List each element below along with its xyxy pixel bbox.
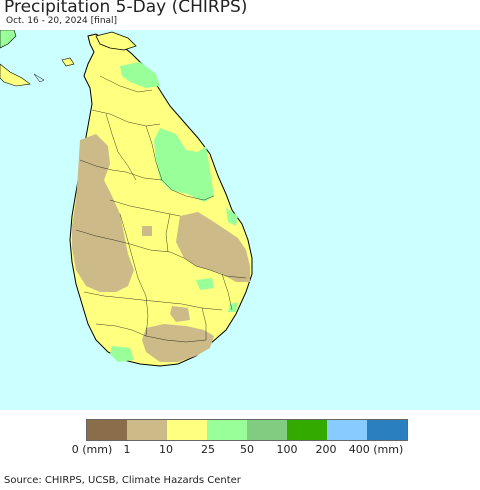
green-north xyxy=(120,62,160,88)
green-southwest xyxy=(110,346,134,362)
legend-swatch-6 xyxy=(327,420,367,440)
legend-tick-2: 10 xyxy=(159,443,173,456)
legend-tick-6: 200 xyxy=(315,443,337,456)
source-credit: Source: CHIRPS, UCSB, Climate Hazards Ce… xyxy=(4,475,241,486)
india-coast xyxy=(0,30,17,49)
legend-swatch-0 xyxy=(87,420,127,440)
legend-tick-7: 400 (mm) xyxy=(348,443,404,456)
tan-west xyxy=(72,134,134,292)
adams-bridge xyxy=(33,73,45,83)
jaffna-peninsula xyxy=(95,31,137,51)
tan-east xyxy=(176,212,250,282)
legend-swatch-4 xyxy=(247,420,287,440)
legend-tick-3: 25 xyxy=(201,443,215,456)
precipitation-map xyxy=(0,30,480,410)
legend-tick-0: 0 (mm) xyxy=(71,443,113,456)
legend-tick-4: 50 xyxy=(240,443,254,456)
green-east-coast xyxy=(226,208,238,226)
legend-swatch-1 xyxy=(127,420,167,440)
district-boundaries xyxy=(75,75,247,343)
map-subtitle: Oct. 16 - 20, 2024 [final] xyxy=(6,16,118,26)
legend-swatch-5 xyxy=(287,420,327,440)
legend-tick-1: 1 xyxy=(123,443,131,456)
tan-southcentral xyxy=(170,306,190,322)
green-south xyxy=(228,302,238,312)
legend-colorbar xyxy=(86,419,408,441)
green-northeast xyxy=(154,128,214,202)
map-title: Precipitation 5-Day (CHIRPS) xyxy=(4,0,248,17)
tan-central-spot xyxy=(142,226,152,236)
legend-swatch-7 xyxy=(367,420,407,440)
tan-south xyxy=(142,324,214,362)
legend-tick-5: 100 xyxy=(276,443,298,456)
north-islands xyxy=(61,57,75,67)
india-coast-south xyxy=(0,63,31,87)
green-central xyxy=(196,278,214,290)
legend-swatch-2 xyxy=(167,420,207,440)
legend-swatch-3 xyxy=(207,420,247,440)
